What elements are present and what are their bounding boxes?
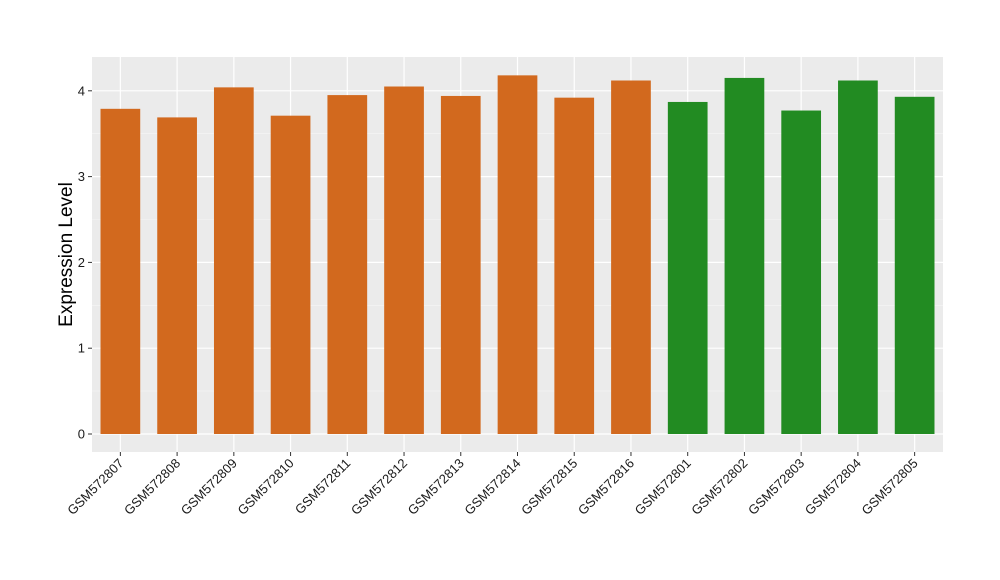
bar-GSM572816 <box>611 80 651 434</box>
bar-GSM572809 <box>213 87 254 435</box>
bar-GSM572802 <box>724 77 765 435</box>
x-tick-label: GSM572805 <box>859 456 921 518</box>
x-tick-label: GSM572810 <box>234 456 296 518</box>
x-tick-label: GSM572802 <box>688 456 750 518</box>
bar-GSM572808 <box>157 117 197 434</box>
x-tick-label: GSM572809 <box>178 456 240 518</box>
bar-GSM572812 <box>384 86 424 434</box>
x-tick-label: GSM572804 <box>802 456 864 518</box>
bar-GSM572810 <box>270 115 311 434</box>
x-tick-label: GSM572812 <box>348 456 410 518</box>
x-tick-label: GSM572811 <box>292 456 354 518</box>
bar-GSM572813 <box>440 95 481 434</box>
x-tick-label: GSM572816 <box>575 456 637 518</box>
bar-GSM572805 <box>894 96 935 434</box>
bar-GSM572804 <box>838 80 878 434</box>
x-tick-label: GSM572803 <box>745 456 807 518</box>
y-tick-label: 4 <box>78 83 85 98</box>
bar-GSM572801 <box>667 101 708 434</box>
x-tick-label: GSM572814 <box>461 456 523 518</box>
x-tick-label: GSM572807 <box>64 456 126 518</box>
x-tick-label: GSM572815 <box>518 456 580 518</box>
x-tick-label: GSM572813 <box>405 456 467 518</box>
y-tick-label: 2 <box>78 255 85 270</box>
x-tick-label: GSM572808 <box>121 456 183 518</box>
bar-GSM572807 <box>100 108 141 435</box>
x-tick-label: GSM572801 <box>632 456 694 518</box>
bar-GSM572814 <box>497 75 538 434</box>
y-axis: 0 1 2 3 4 <box>78 83 92 442</box>
bar-GSM572803 <box>781 110 822 434</box>
bars <box>100 75 935 435</box>
y-tick-label: 1 <box>78 341 85 356</box>
x-axis: GSM572807GSM572808GSM572809GSM572810GSM5… <box>64 452 921 518</box>
bar-GSM572811 <box>327 95 368 434</box>
bar-GSM572815 <box>554 97 595 434</box>
y-tick-label: 0 <box>78 427 85 442</box>
y-axis-title: Expression Level <box>56 182 77 327</box>
y-tick-label: 3 <box>78 169 85 184</box>
